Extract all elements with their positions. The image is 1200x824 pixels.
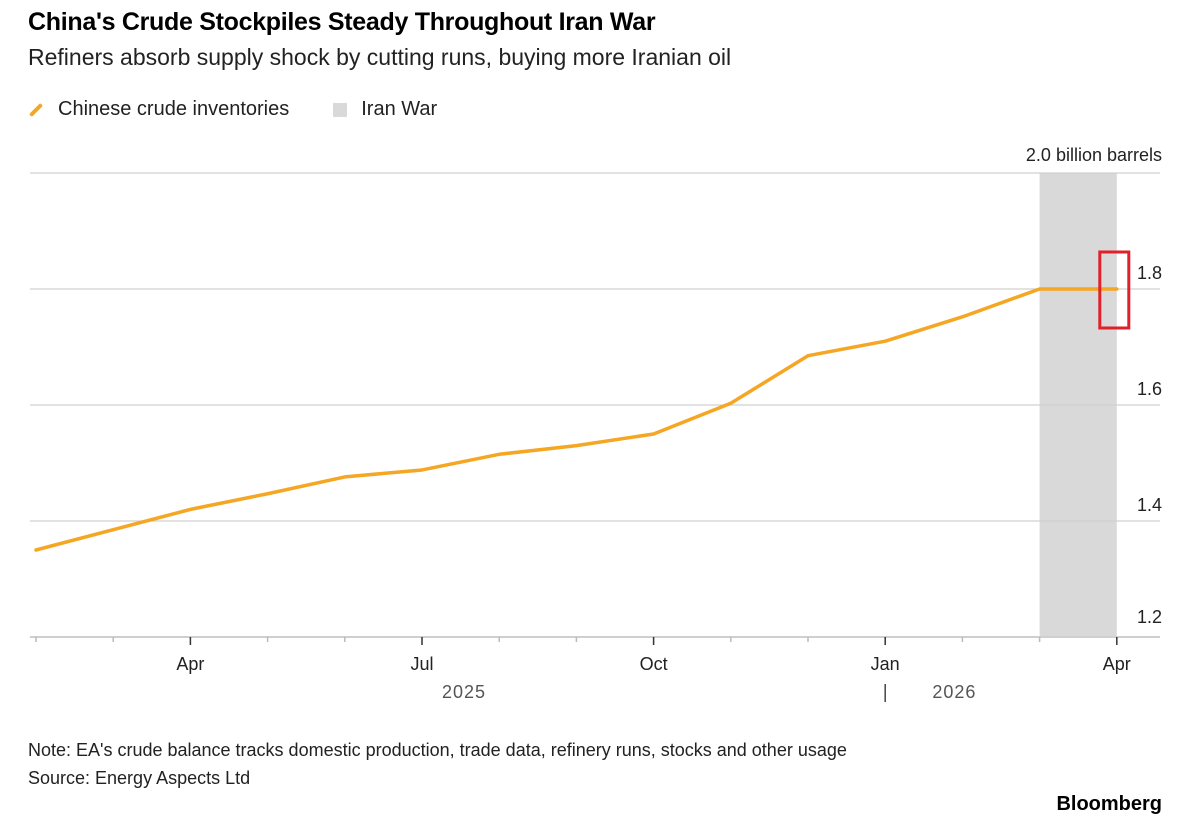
y-tick-label: 1.6	[1137, 379, 1162, 399]
series-line-chinese-crude-inventories	[34, 287, 1119, 552]
bloomberg-logo: Bloomberg	[1056, 793, 1162, 815]
y-tick-label: 1.8	[1137, 263, 1162, 283]
year-label: 2025	[442, 682, 486, 702]
x-tick-label: Jan	[871, 654, 900, 674]
chart-plot: 1.2 1.4 1.6 1.8 2.0 billion barrels Apr Jul Oct…	[30, 145, 1162, 702]
legend-label: Chinese crude inventories	[58, 98, 290, 120]
x-tick-label: Oct	[640, 654, 668, 674]
legend: Chinese crude inventories Iran War	[28, 98, 481, 121]
y-tick-label: 2.0 billion barrels	[1026, 145, 1162, 165]
note-text: Note: EA's crude balance tracks domestic…	[28, 740, 847, 760]
legend-item-inventories: Chinese crude inventories	[28, 98, 289, 121]
legend-item-iran-war: Iran War	[333, 98, 437, 121]
footnotes: Note: EA's crude balance tracks domestic…	[28, 736, 847, 792]
x-tick-label: Jul	[410, 654, 433, 674]
y-tick-label: 1.4	[1137, 495, 1162, 515]
highlight-box	[1098, 250, 1131, 330]
chart-title: China's Crude Stockpiles Steady Througho…	[28, 8, 656, 36]
y-tick-label: 1.2	[1137, 607, 1162, 627]
legend-label: Iran War	[361, 98, 438, 120]
shaded-swatch-icon	[333, 102, 348, 117]
x-tick-label: Apr	[176, 654, 204, 674]
year-label: 2026	[932, 682, 976, 702]
x-tick-label: Apr	[1103, 654, 1131, 674]
chart-subtitle: Refiners absorb supply shock by cutting …	[28, 44, 732, 70]
source-text: Source: Energy Aspects Ltd	[28, 768, 251, 788]
